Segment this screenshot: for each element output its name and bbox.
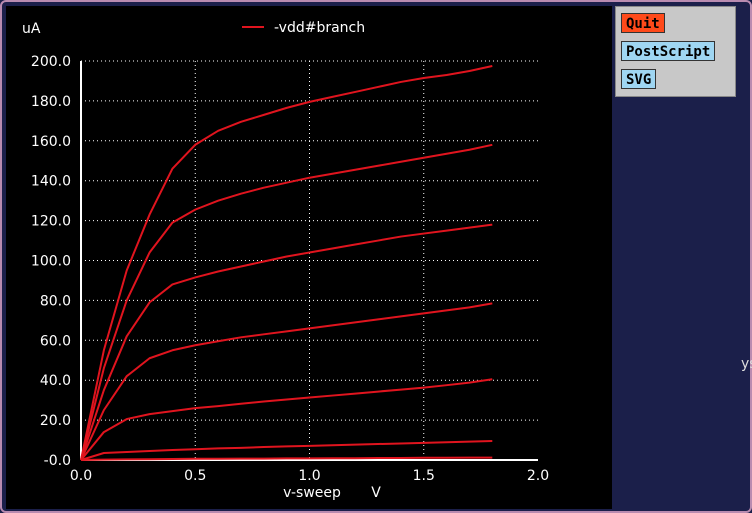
y-tick-label: 120.0 [31, 214, 71, 230]
grid [81, 60, 538, 460]
y-tick-label: 60.0 [40, 333, 71, 349]
series-line-7 [80, 65, 493, 461]
x-axis-unit: V [371, 485, 381, 501]
svg-button[interactable]: SVG [621, 69, 657, 89]
x-tick-label: 2.0 [527, 468, 549, 484]
series-line-4 [80, 302, 493, 461]
series-line-3 [80, 378, 493, 461]
postscript-button[interactable]: PostScript [621, 41, 716, 61]
y-tick-label: 200.0 [31, 54, 71, 70]
x-tick-label: 1.5 [413, 468, 435, 484]
y-tick-label: 80.0 [40, 293, 71, 309]
y-tick-label: 160.0 [31, 134, 71, 150]
y-tick-label: -0.0 [44, 453, 71, 469]
x-tick-label: 0.5 [184, 468, 206, 484]
series-lines [80, 65, 493, 461]
x-tick-label: 1.0 [298, 468, 320, 484]
y-tick-label: 40.0 [40, 373, 71, 389]
series-line-5 [80, 223, 493, 461]
y-tick-label: 140.0 [31, 174, 71, 190]
quit-button[interactable]: Quit [621, 13, 665, 33]
series-line-6 [80, 143, 493, 461]
series-line-2 [80, 440, 493, 461]
button-panel: Quit PostScript SVG [615, 6, 736, 97]
x-tick-label: 0.0 [70, 468, 92, 484]
series-line-1 [80, 456, 493, 461]
y-axis-label: uA [22, 21, 41, 37]
x-axis-label: v-sweep [283, 485, 341, 501]
y-tick-label: 100.0 [31, 254, 71, 270]
y-tick-label: 180.0 [31, 94, 71, 110]
tick-labels: 0.0 0.5 1.0 1.5 2.0 -0.0 20.0 40.0 60.0 80.0 100.0… [31, 54, 549, 484]
plot-area: 0.0 0.5 1.0 1.5 2.0 -0.0 20.0 40.0 60.0 80.0 100.0… [22, 20, 549, 501]
y-tick-label: 20.0 [40, 413, 71, 429]
plot-panel: 0.0 0.5 1.0 1.5 2.0 -0.0 20.0 40.0 60.0 80.0 100.0… [6, 6, 612, 509]
background-window-text-fragment: ys [741, 356, 752, 372]
legend-label: -vdd#branch [274, 20, 365, 36]
